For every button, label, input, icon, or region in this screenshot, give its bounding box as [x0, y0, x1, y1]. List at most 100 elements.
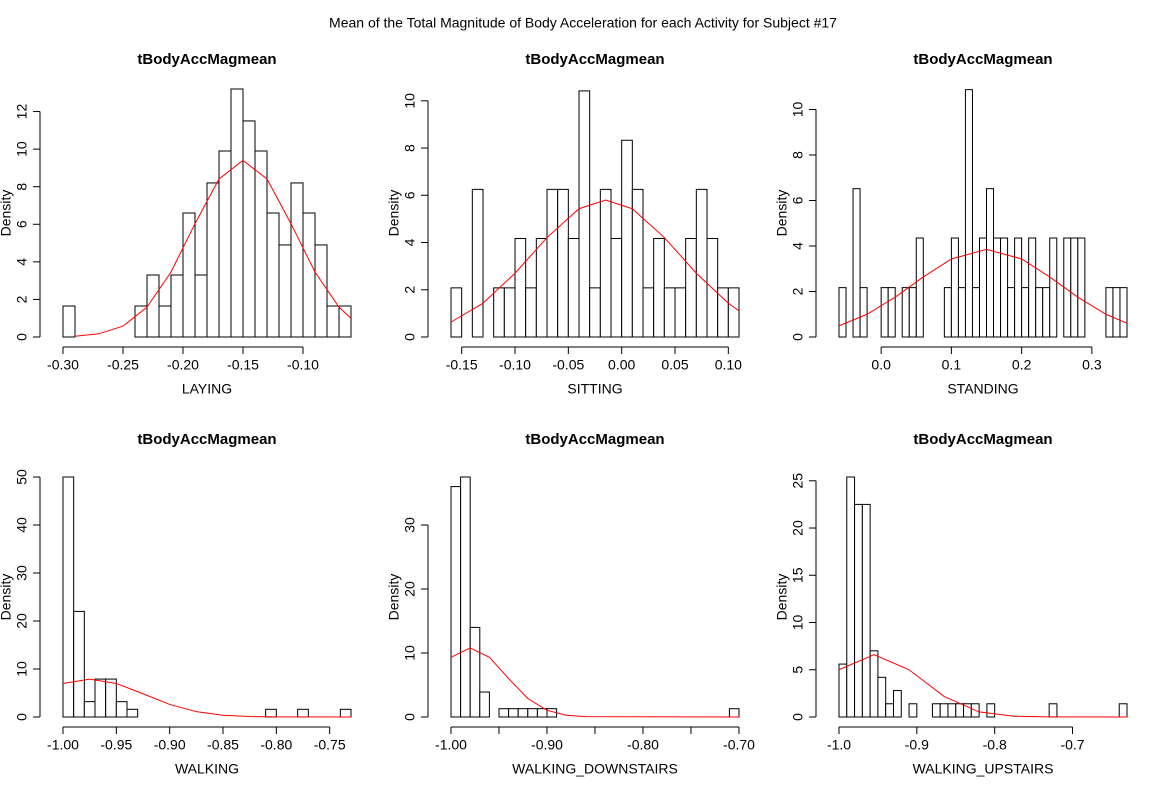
bar — [567, 238, 580, 338]
bar — [674, 287, 687, 338]
bar — [971, 287, 980, 338]
x-tick-label: 0.0 — [871, 357, 891, 373]
x-axis-label: WALKING — [175, 761, 239, 777]
bar — [73, 610, 85, 718]
bar — [527, 708, 538, 718]
bar — [206, 182, 220, 338]
bar — [653, 238, 665, 338]
bar — [861, 503, 871, 718]
bar — [158, 305, 172, 338]
x-tick-label: -0.9 — [905, 737, 929, 753]
y-tick-label: 25 — [790, 473, 806, 489]
x-tick-label: -0.85 — [207, 737, 239, 753]
bar — [695, 188, 708, 338]
x-tick-label: -0.20 — [167, 357, 199, 373]
y-tick-label: 4 — [790, 242, 806, 250]
bar — [1077, 237, 1086, 338]
bar — [471, 188, 484, 338]
bar — [546, 188, 559, 338]
bar — [1119, 287, 1128, 338]
bar — [1035, 287, 1044, 338]
panel-title: tBodyAccMagmean — [525, 431, 664, 448]
x-tick-label: 0.1 — [942, 357, 962, 373]
bar — [314, 244, 328, 338]
y-tick-label: 0 — [14, 713, 30, 721]
x-axis-label: SITTING — [567, 381, 622, 397]
bar — [1014, 237, 1023, 338]
bar — [1105, 287, 1114, 338]
x-tick-label: -0.10 — [499, 357, 531, 373]
bar — [955, 703, 965, 718]
bar — [493, 287, 505, 338]
y-axis-label: Density — [386, 190, 402, 237]
bar — [589, 287, 601, 338]
density-curve — [74, 159, 352, 337]
y-tick-label: 2 — [790, 287, 806, 295]
bar — [242, 120, 256, 338]
bar — [460, 476, 471, 718]
y-axis-label: Density — [774, 190, 790, 237]
y-tick-label: 40 — [14, 517, 30, 533]
bar — [986, 188, 995, 338]
bar — [450, 486, 462, 718]
x-tick-label: 0.2 — [1012, 357, 1032, 373]
bar — [126, 708, 139, 718]
bar — [859, 287, 868, 338]
y-axis-label: Density — [0, 190, 14, 237]
bar — [514, 238, 527, 338]
y-tick-label: 5 — [790, 666, 806, 674]
bar — [338, 305, 352, 338]
y-tick-label: 6 — [790, 196, 806, 204]
density-curve — [838, 248, 1128, 327]
bar — [535, 238, 548, 338]
bar — [170, 274, 184, 338]
y-tick-label: 2 — [402, 286, 418, 294]
bar — [278, 244, 292, 338]
x-tick-label: 0.10 — [715, 357, 742, 373]
bar — [838, 287, 847, 338]
x-tick-label: -0.10 — [287, 357, 319, 373]
bar — [557, 188, 569, 338]
bar — [892, 690, 902, 718]
panel-title: tBodyAccMagmean — [137, 51, 276, 68]
y-tick-label: 10 — [790, 101, 806, 117]
bar — [1112, 287, 1121, 338]
y-tick-label: 4 — [402, 238, 418, 246]
panel-title: tBodyAccMagmean — [137, 431, 276, 448]
bar — [115, 701, 128, 718]
bar — [83, 701, 96, 718]
bar — [508, 708, 519, 718]
density-curve — [838, 654, 1128, 718]
y-axis-label: Density — [386, 574, 402, 621]
bar — [846, 476, 856, 718]
y-tick-label: 8 — [790, 151, 806, 159]
bar — [503, 287, 516, 338]
y-axis-label: Density — [774, 574, 790, 621]
y-tick-label: 0 — [402, 333, 418, 341]
bar — [1021, 287, 1030, 338]
bar — [302, 212, 316, 338]
bar — [1118, 703, 1128, 718]
bar — [943, 287, 952, 338]
density-curve — [62, 678, 352, 718]
bar — [621, 139, 633, 338]
y-axis-label: Density — [0, 574, 14, 621]
bar — [105, 678, 117, 718]
y-tick-label: 8 — [402, 144, 418, 152]
y-tick-label: 2 — [14, 295, 30, 303]
bar — [869, 650, 879, 718]
panel-title: tBodyAccMagmean — [913, 431, 1052, 448]
page-title: Mean of the Total Magnitude of Body Acce… — [329, 15, 837, 31]
bar — [915, 237, 924, 338]
bar — [479, 691, 490, 718]
y-tick-label: 20 — [402, 581, 418, 597]
y-tick-label: 6 — [402, 191, 418, 199]
bar — [62, 305, 76, 338]
x-tick-label: -0.95 — [100, 737, 132, 753]
bar — [727, 287, 740, 338]
bar — [947, 703, 957, 718]
bar — [885, 703, 894, 718]
y-tick-label: 30 — [14, 565, 30, 581]
x-tick-label: -1.00 — [47, 737, 79, 753]
